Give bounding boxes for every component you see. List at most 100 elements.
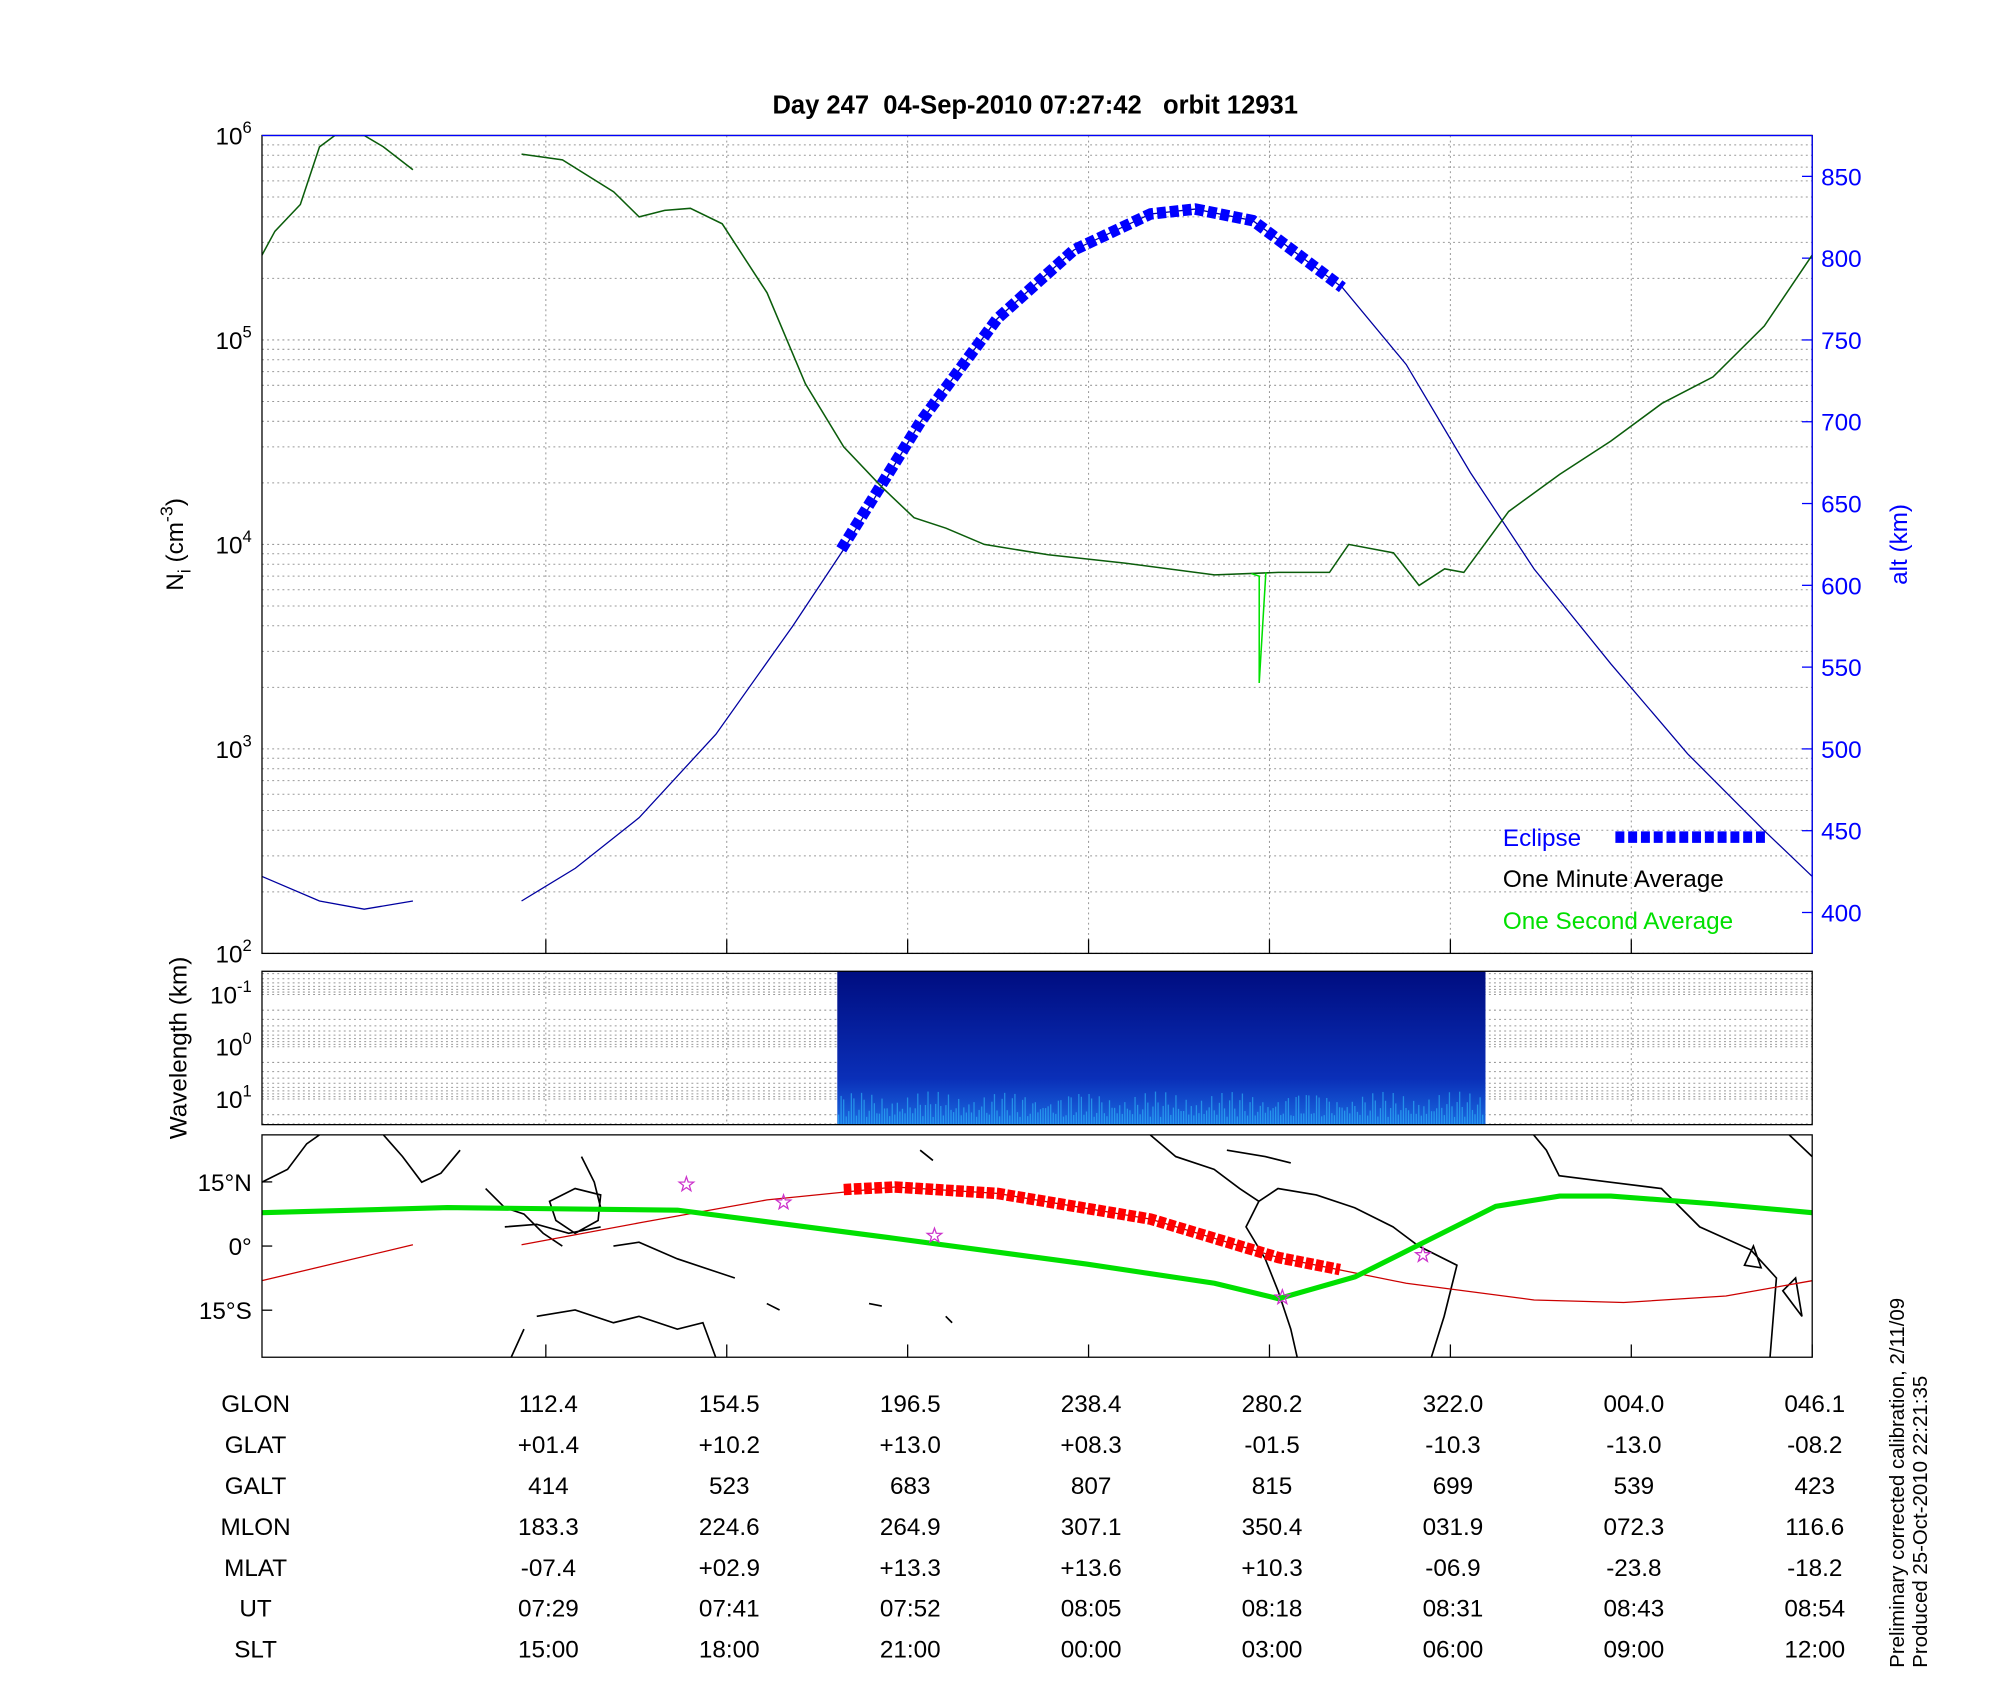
y-axis-label: Wavelength (km) xyxy=(166,957,193,1140)
cell: +08.3 xyxy=(1060,1432,1121,1459)
star xyxy=(1273,1287,1292,1306)
cell: 08:18 xyxy=(1242,1596,1303,1623)
axes-frame xyxy=(261,1134,1813,1358)
cell: 004.0 xyxy=(1603,1391,1664,1418)
y-axis-label-part: N xyxy=(162,573,189,591)
legend-label: One Second Average xyxy=(1503,908,1733,935)
cell: 12:00 xyxy=(1784,1637,1845,1664)
y2-tick-label: 550 xyxy=(1821,655,1862,682)
row-label: UT xyxy=(239,1596,272,1623)
tick-base: 10 xyxy=(210,982,237,1009)
y-tick-label: 106 xyxy=(216,118,252,151)
cell: 06:00 xyxy=(1423,1637,1484,1664)
cell: +10.3 xyxy=(1241,1555,1302,1582)
cell: -06.9 xyxy=(1425,1555,1480,1582)
cell: 238.4 xyxy=(1061,1391,1122,1418)
cell: 196.5 xyxy=(880,1391,941,1418)
row-label: GLAT xyxy=(225,1432,287,1459)
y2-tick-label: 400 xyxy=(1821,900,1862,927)
y2-tick-label: 500 xyxy=(1821,737,1862,764)
cell: 08:05 xyxy=(1061,1596,1122,1623)
cell: 031.9 xyxy=(1423,1514,1484,1541)
y2-tick-label: 600 xyxy=(1821,573,1862,600)
footnote: Produced 25-Oct-2010 22:21:35 xyxy=(1909,1376,1932,1668)
cell: 112.4 xyxy=(519,1391,578,1418)
y-tick-label: 102 xyxy=(216,936,252,969)
y2-tick-label: 700 xyxy=(1821,410,1862,437)
cell: 683 xyxy=(890,1473,931,1500)
y-axis-label-part: (cm xyxy=(162,522,189,569)
series-line xyxy=(1251,572,1267,684)
cell: +02.9 xyxy=(699,1555,760,1582)
cell: 815 xyxy=(1252,1473,1293,1500)
y2-tick-label: 450 xyxy=(1821,819,1862,846)
y-axis-label-part: ) xyxy=(162,498,189,506)
tick-exponent: 2 xyxy=(243,936,252,955)
cell: 414 xyxy=(528,1473,569,1500)
y2-tick-label: 650 xyxy=(1821,491,1862,518)
y-tick-label: 0° xyxy=(229,1234,252,1261)
row-label: GALT xyxy=(225,1473,287,1500)
star xyxy=(925,1226,944,1244)
y-tick-label: 104 xyxy=(216,527,252,560)
series-line xyxy=(261,135,1813,587)
y2-axis-label: alt (km) xyxy=(1886,504,1913,585)
axes-frame xyxy=(261,970,1813,1126)
tick-exponent: -1 xyxy=(237,977,252,996)
track-line xyxy=(261,1186,1813,1304)
cell: 183.3 xyxy=(518,1514,579,1541)
cell: 07:29 xyxy=(518,1596,579,1623)
y-tick-label: 15°S xyxy=(199,1298,252,1325)
star xyxy=(677,1174,696,1193)
cell: 523 xyxy=(709,1473,750,1500)
plot-area xyxy=(261,135,1813,910)
y-tick-label: 105 xyxy=(216,322,252,355)
cell: 154.5 xyxy=(699,1391,760,1418)
tick-base: 10 xyxy=(216,532,243,559)
tick-base: 10 xyxy=(216,941,243,968)
y-axis-label: Ni (cm-3) xyxy=(157,498,195,591)
cell: 07:52 xyxy=(880,1596,941,1623)
cell: 264.9 xyxy=(880,1514,941,1541)
y2-tick-label: 800 xyxy=(1821,246,1862,273)
cell: 539 xyxy=(1614,1473,1655,1500)
tick-exponent: 1 xyxy=(243,1081,252,1100)
tick-exponent: 3 xyxy=(243,731,252,750)
cell: +01.4 xyxy=(518,1432,579,1459)
altitude-line xyxy=(261,208,1813,910)
y-axis-label-part: -3 xyxy=(157,506,177,522)
cell: -18.2 xyxy=(1787,1555,1842,1582)
y-tick-label: 101 xyxy=(216,1081,252,1114)
cell: 00:00 xyxy=(1061,1637,1122,1664)
cell: 280.2 xyxy=(1242,1391,1303,1418)
y2-tick-label: 850 xyxy=(1821,164,1862,191)
tick-base: 10 xyxy=(216,123,243,150)
cell: +13.6 xyxy=(1060,1555,1121,1582)
legend-label: One Minute Average xyxy=(1503,866,1724,893)
row-label: GLON xyxy=(221,1391,290,1418)
tick-base: 10 xyxy=(216,1035,243,1062)
star xyxy=(774,1192,793,1211)
plot-root: Day 247 04-Sep-2010 07:27:42 orbit 12931… xyxy=(157,92,1933,1668)
cell: -23.8 xyxy=(1606,1555,1661,1582)
cell: 350.4 xyxy=(1242,1514,1303,1541)
cell: -13.0 xyxy=(1606,1432,1661,1459)
legend-label: Eclipse xyxy=(1503,825,1581,852)
tick-exponent: 6 xyxy=(243,118,252,137)
tick-base: 10 xyxy=(216,1087,243,1114)
cell: 307.1 xyxy=(1061,1514,1122,1541)
cell: 08:43 xyxy=(1603,1596,1664,1623)
y-tick-label: 10-1 xyxy=(210,977,252,1010)
y-axis-label-part: i xyxy=(174,569,194,573)
cell: 322.0 xyxy=(1423,1391,1484,1418)
cell: 423 xyxy=(1795,1473,1836,1500)
cell: 699 xyxy=(1433,1473,1474,1500)
cell: 15:00 xyxy=(518,1637,579,1664)
y-tick-label: 100 xyxy=(216,1029,252,1062)
row-label: SLT xyxy=(234,1637,277,1664)
cell: -01.5 xyxy=(1244,1432,1299,1459)
tick-exponent: 0 xyxy=(243,1029,252,1048)
y2-tick-label: 750 xyxy=(1821,328,1862,355)
tick-base: 10 xyxy=(216,328,243,355)
